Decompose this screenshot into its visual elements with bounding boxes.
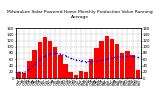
Bar: [58, 55, 63, 78]
Bar: [48, 40, 52, 78]
Bar: [115, 44, 119, 78]
Bar: [74, 75, 78, 78]
Bar: [68, 72, 73, 78]
Bar: [110, 39, 114, 78]
Bar: [22, 73, 26, 78]
Bar: [43, 37, 47, 78]
Bar: [120, 53, 124, 78]
Bar: [32, 50, 37, 78]
Bar: [130, 55, 135, 78]
Bar: [136, 70, 140, 78]
Bar: [84, 72, 88, 78]
Bar: [27, 61, 32, 78]
Bar: [63, 64, 68, 78]
Bar: [53, 47, 57, 78]
Bar: [38, 42, 42, 78]
Bar: [17, 72, 21, 78]
Bar: [125, 51, 130, 78]
Bar: [89, 59, 93, 78]
Bar: [94, 48, 99, 78]
Bar: [105, 36, 109, 78]
Text: Milwaukee Solar Powered Home Monthly Production Value Running Average: Milwaukee Solar Powered Home Monthly Pro…: [7, 10, 153, 19]
Bar: [79, 71, 83, 78]
Bar: [99, 40, 104, 78]
